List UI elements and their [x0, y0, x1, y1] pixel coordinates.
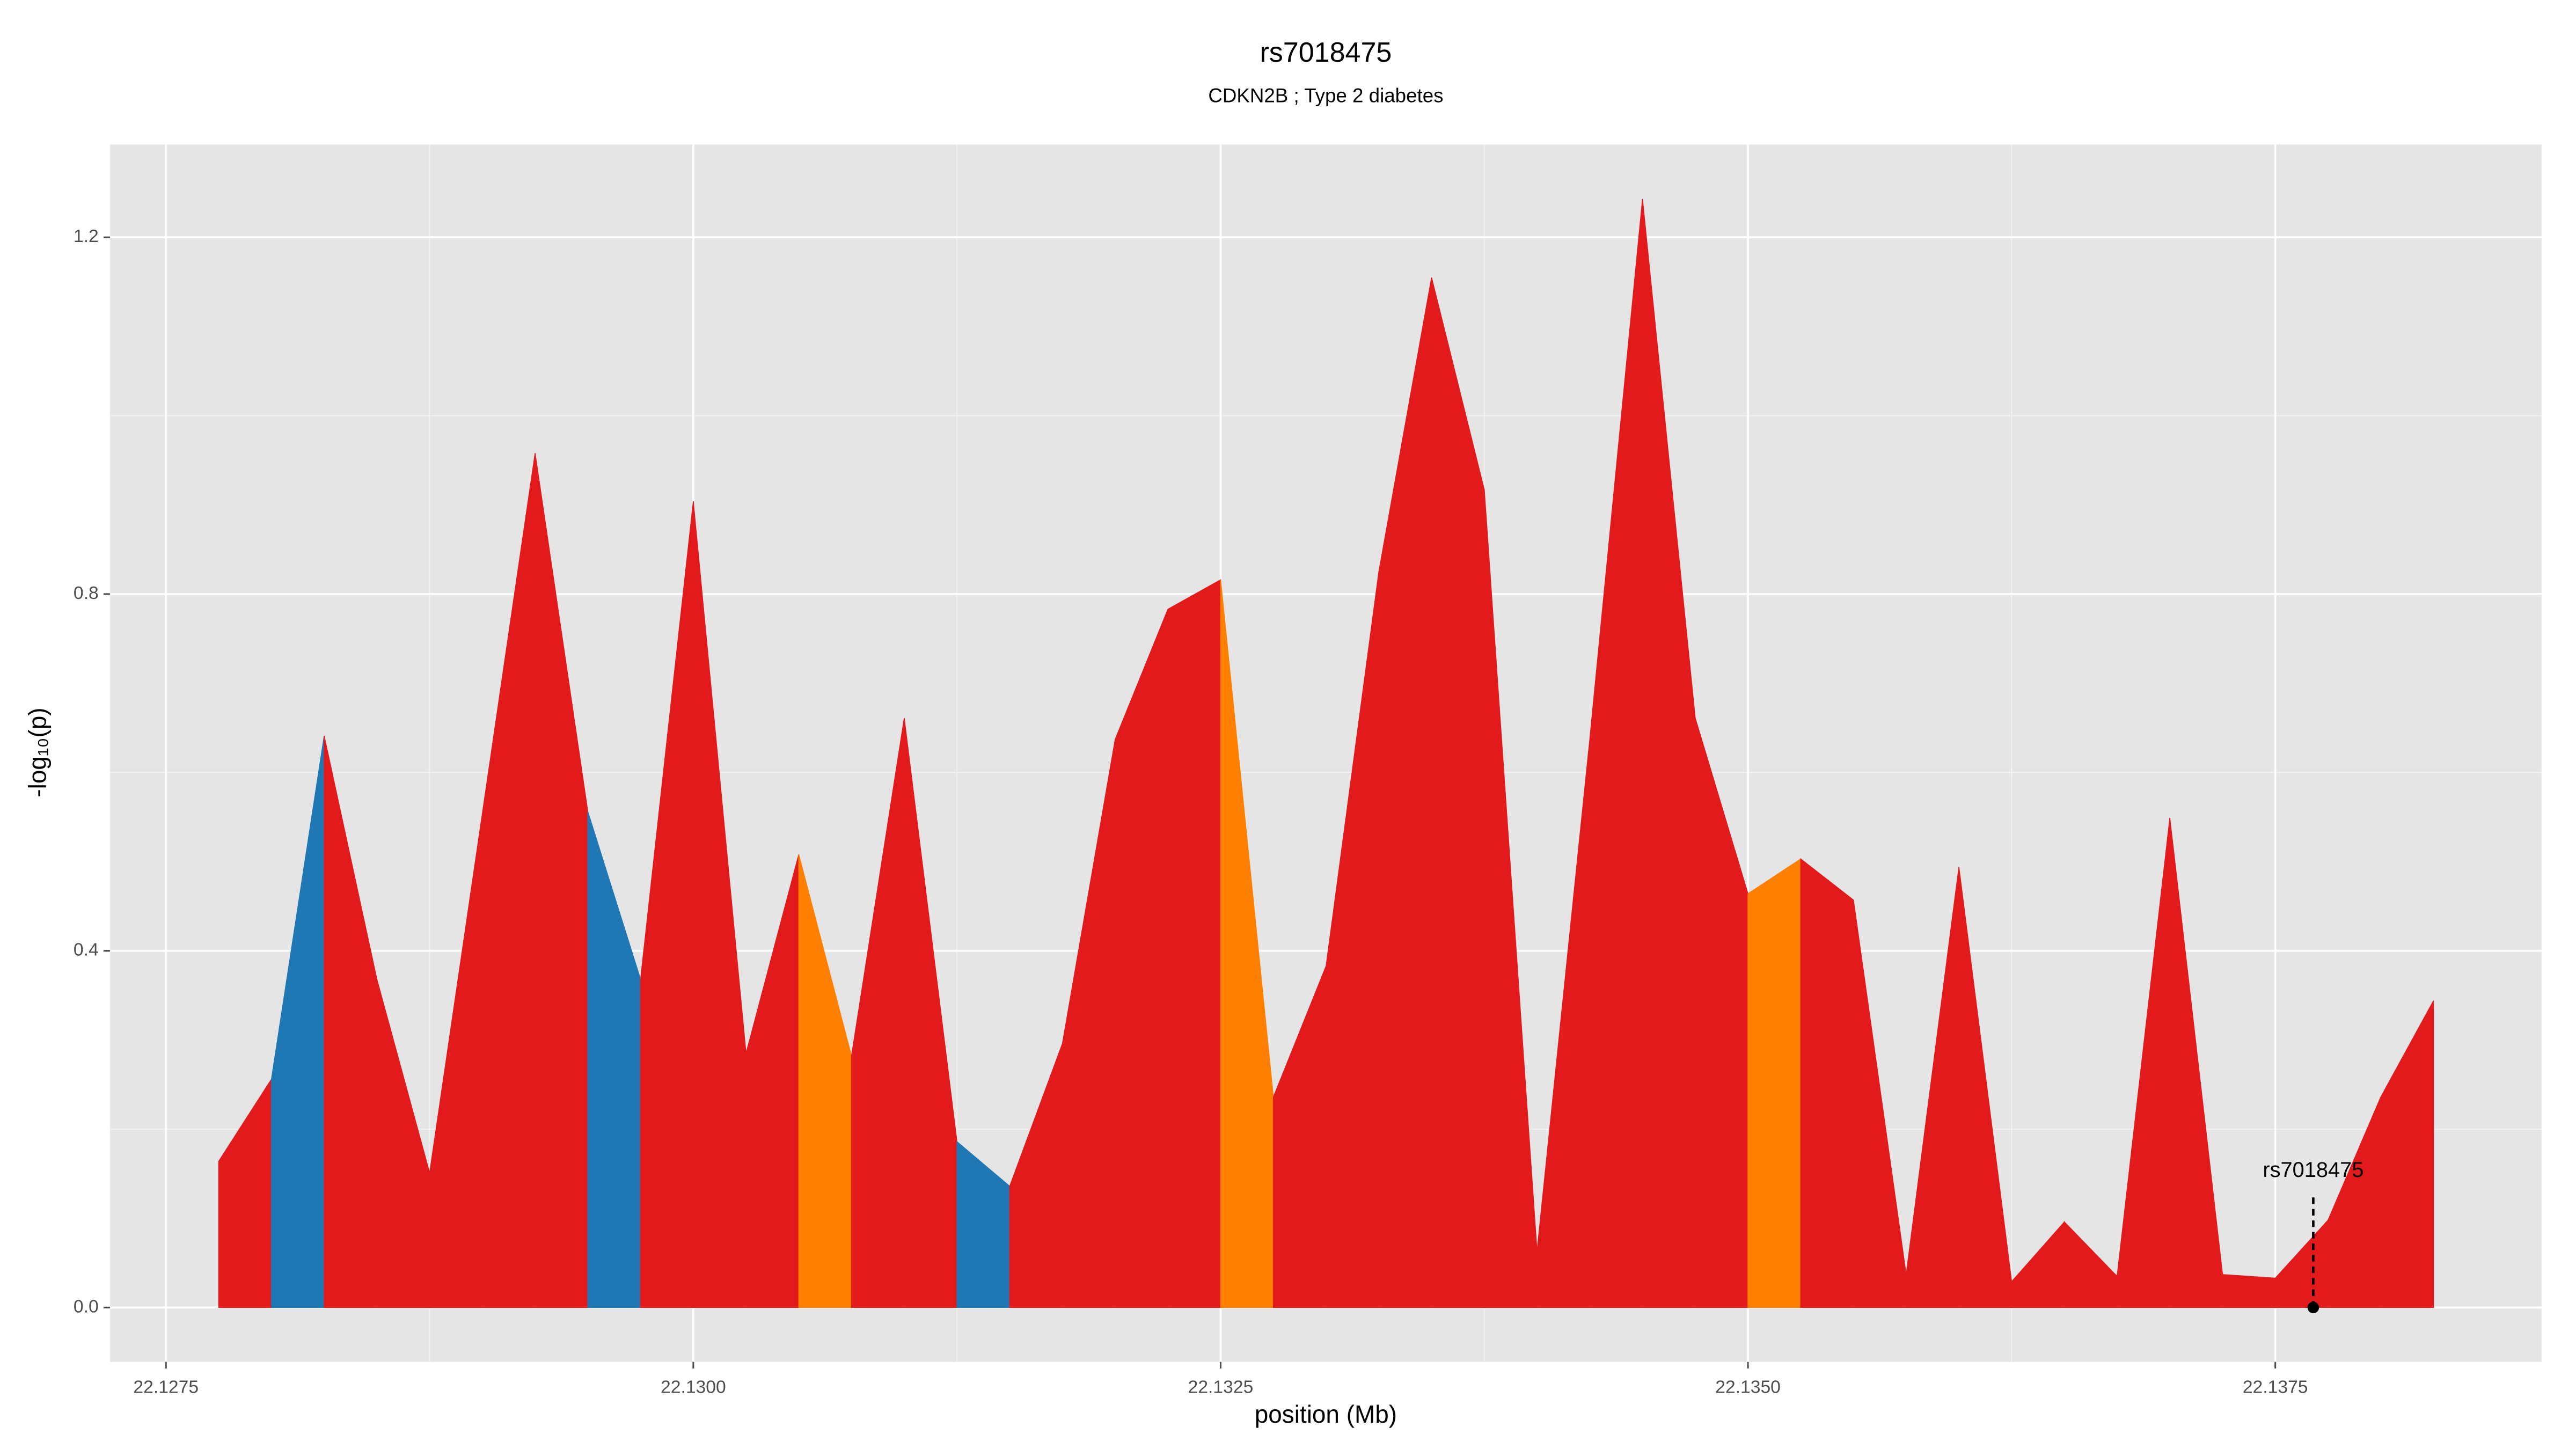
x-tick-label: 22.1350	[1715, 1378, 1781, 1397]
area-segment	[1800, 858, 1854, 1308]
x-tick-label: 22.1375	[2243, 1378, 2308, 1397]
x-tick-label: 22.1325	[1188, 1378, 1254, 1397]
y-tick-label: 0.0	[74, 1297, 99, 1316]
annotation-label: rs7018475	[2263, 1158, 2363, 1182]
y-tick-label: 0.4	[74, 940, 99, 960]
x-tick-label: 22.1275	[133, 1378, 199, 1397]
y-axis-label: -log₁₀(p)	[24, 707, 52, 797]
chart-subtitle: CDKN2B ; Type 2 diabetes	[1208, 84, 1443, 106]
y-tick-label: 1.2	[74, 226, 99, 246]
area-segment	[2380, 1000, 2434, 1308]
area-segment	[1747, 858, 1802, 1308]
area-segment	[2222, 1274, 2276, 1308]
chart-title: rs7018475	[1260, 37, 1392, 68]
y-tick-label: 0.8	[74, 583, 99, 603]
marks	[218, 199, 2434, 1308]
x-tick-label: 22.1300	[661, 1378, 726, 1397]
annotation-point	[2307, 1301, 2319, 1314]
x-axis-label: position (Mb)	[1255, 1400, 1397, 1428]
area-segment	[1167, 579, 1221, 1308]
